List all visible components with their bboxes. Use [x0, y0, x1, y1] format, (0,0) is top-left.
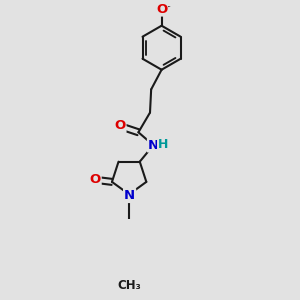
- Text: O: O: [89, 173, 101, 186]
- Text: H: H: [158, 138, 168, 151]
- Text: CH₃: CH₃: [117, 279, 141, 292]
- Text: N: N: [124, 189, 135, 202]
- Text: O: O: [114, 119, 125, 132]
- Text: O: O: [156, 2, 167, 16]
- Text: N: N: [148, 139, 159, 152]
